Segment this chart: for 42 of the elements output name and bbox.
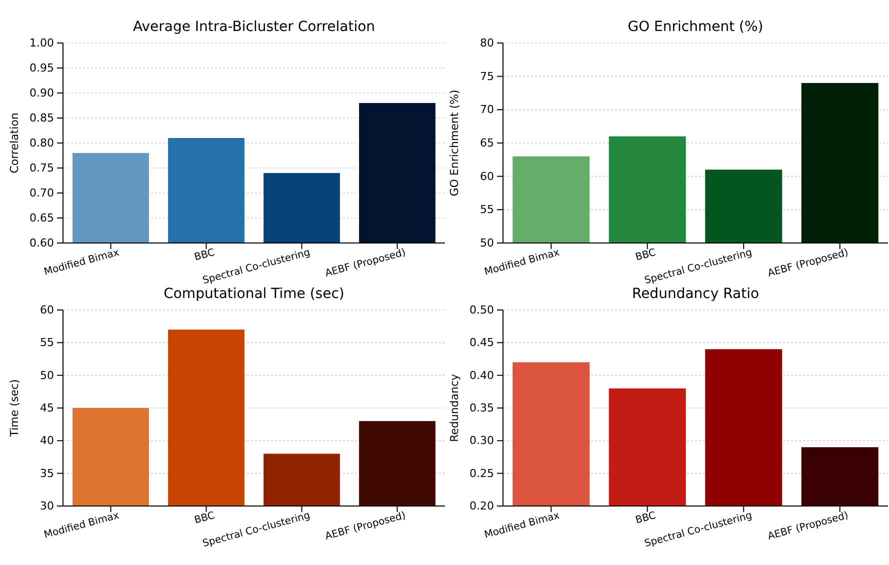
y-tick-label: 45 — [40, 402, 54, 415]
y-tick-label: 0.45 — [470, 336, 494, 350]
y-tick-label: 0.90 — [30, 86, 54, 100]
x-tick-label: BBC — [193, 247, 216, 264]
y-tick-label: 30 — [40, 500, 54, 513]
y-tick-label: 0.35 — [470, 402, 494, 415]
y-tick-label: 50 — [480, 236, 494, 250]
x-tick-label: BBC — [634, 510, 658, 526]
x-tick-label: BBC — [634, 247, 658, 264]
x-tick-label: BBC — [193, 510, 216, 526]
y-axis-title: GO Enrichment (%) — [448, 90, 461, 196]
y-tick-label: 1.00 — [30, 36, 54, 50]
y-tick-label: 0.80 — [30, 136, 54, 150]
y-tick-label: 60 — [480, 170, 494, 183]
y-tick-label: 60 — [40, 304, 54, 317]
y-axis-title: Redundancy — [448, 373, 461, 442]
y-tick-label: 0.65 — [30, 212, 54, 225]
chart-title: Redundancy Ratio — [632, 286, 760, 302]
y-tick-label: 55 — [480, 203, 494, 216]
y-tick-label: 40 — [40, 434, 54, 448]
y-axis-title: Time (sec) — [8, 379, 21, 438]
y-tick-label: 75 — [480, 70, 494, 83]
y-tick-label: 0.85 — [30, 112, 54, 125]
y-tick-label: 65 — [480, 136, 494, 150]
chart-title: Computational Time (sec) — [164, 286, 344, 302]
chart-title: GO Enrichment (%) — [628, 19, 764, 35]
y-tick-label: 0.60 — [30, 236, 54, 250]
y-tick-label: 0.70 — [30, 186, 54, 200]
y-axis-title: Correlation — [8, 112, 21, 174]
y-tick-label: 0.95 — [30, 62, 54, 75]
y-tick-label: 55 — [40, 336, 54, 350]
y-tick-label: 0.40 — [470, 368, 494, 382]
y-tick-label: 80 — [480, 36, 494, 50]
y-tick-label: 35 — [40, 466, 54, 480]
y-tick-label: 0.30 — [470, 434, 494, 448]
y-tick-label: 0.20 — [470, 500, 494, 513]
y-tick-label: 50 — [40, 368, 54, 382]
y-tick-label: 70 — [480, 103, 494, 116]
y-tick-label: 0.50 — [470, 304, 494, 317]
y-tick-label: 0.25 — [470, 466, 494, 480]
y-tick-label: 0.75 — [30, 162, 54, 175]
chart-title: Average Intra-Bicluster Correlation — [132, 19, 376, 35]
